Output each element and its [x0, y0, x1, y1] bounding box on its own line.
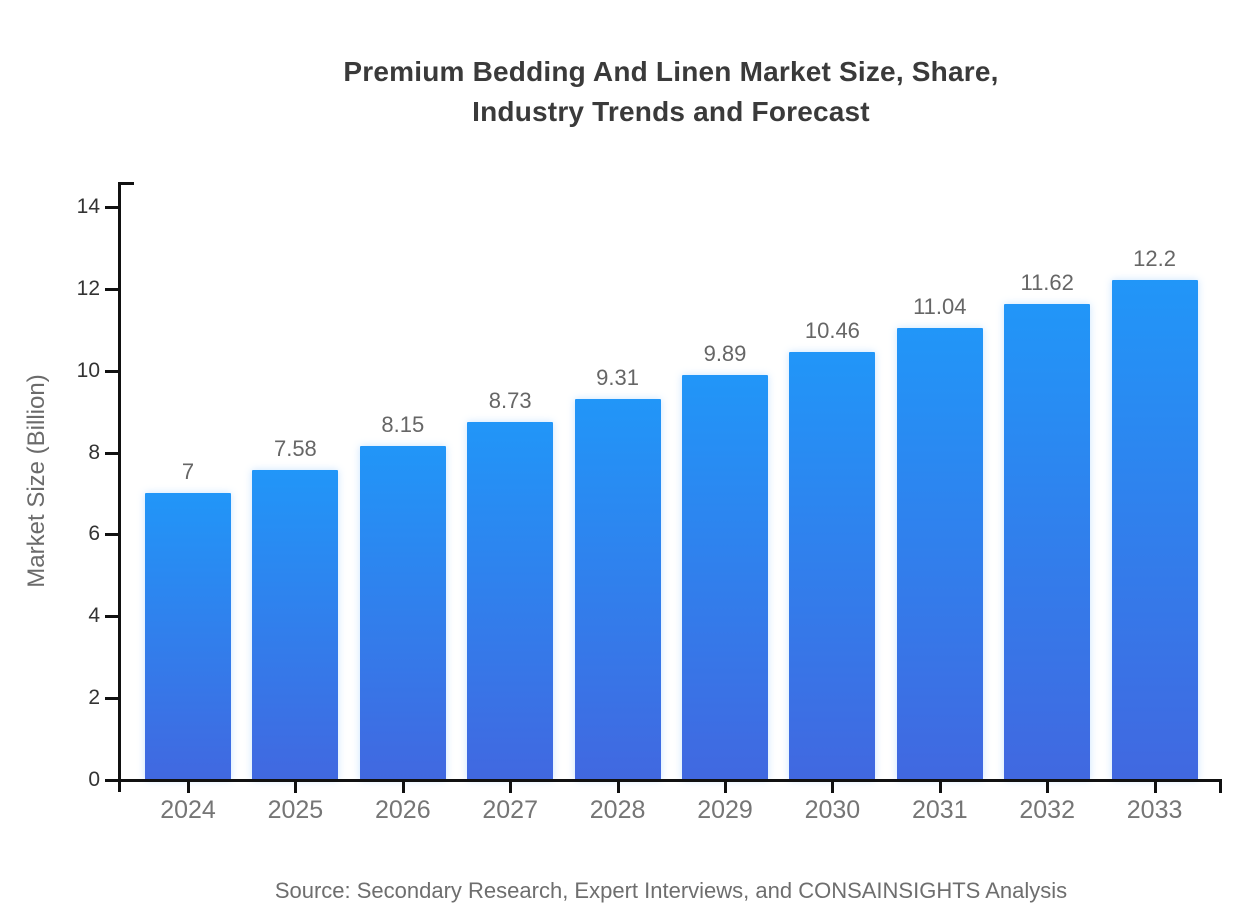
x-tick-label: 2029	[697, 796, 753, 824]
x-tick	[831, 780, 835, 793]
x-tick	[187, 780, 190, 793]
bar-value-label: 8.73	[488, 388, 532, 414]
y-tick	[105, 369, 118, 373]
bar-value-label: 10.46	[804, 317, 860, 343]
y-tick-label: 14	[76, 195, 100, 218]
y-axis-title: Market Size (Billion)	[23, 374, 50, 588]
bar-value-label: 11.04	[913, 293, 967, 319]
x-tick	[724, 780, 727, 793]
x-tick	[616, 780, 620, 793]
bar	[896, 327, 983, 780]
x-axis-line	[118, 779, 1222, 782]
x-tick	[1046, 780, 1050, 793]
y-tick-label: 10	[76, 358, 100, 382]
bar	[574, 398, 661, 780]
x-tick-label: 2031	[911, 796, 968, 824]
y-tick	[105, 697, 118, 701]
bar-value-label: 8.15	[381, 412, 425, 438]
bar	[682, 374, 768, 780]
x-tick	[1153, 780, 1157, 793]
y-tick	[105, 206, 118, 209]
x-tick-label: 2032	[1019, 796, 1075, 824]
x-tick-label: 2033	[1126, 796, 1183, 824]
y-tick	[105, 287, 118, 291]
bar-value-label: 9.31	[596, 364, 639, 390]
x-tick	[294, 780, 298, 793]
y-axis-top-cap	[118, 182, 134, 185]
bar-value-label: 7.58	[273, 435, 317, 461]
bar	[467, 422, 554, 780]
bar	[145, 493, 231, 780]
x-tick-label: 2024	[160, 796, 216, 824]
x-tick-label: 2025	[267, 796, 324, 824]
y-tick-label: 12	[76, 276, 100, 300]
x-tick-label: 2030	[804, 796, 861, 824]
bar	[252, 469, 339, 780]
x-tick	[938, 780, 942, 793]
chart-title-line-1: Premium Bedding And Linen Market Size, S…	[343, 56, 999, 87]
bar	[1111, 280, 1198, 780]
y-tick-label: 0	[88, 768, 100, 791]
y-tick-label: 8	[88, 440, 100, 464]
y-axis-line	[118, 182, 121, 792]
x-tick	[509, 780, 513, 793]
bar-value-label: 9.89	[703, 340, 747, 366]
x-axis-right-cap	[1219, 779, 1222, 793]
bar-value-label: 12.2	[1133, 246, 1176, 272]
source-note: Source: Secondary Research, Expert Inter…	[274, 878, 1068, 903]
bar-value-label: 11.62	[1020, 270, 1074, 296]
bar	[359, 446, 446, 780]
x-tick-label: 2027	[482, 796, 538, 824]
y-tick	[105, 533, 118, 537]
y-tick-label: 6	[88, 522, 100, 546]
y-tick-label: 4	[88, 604, 100, 628]
y-tick	[105, 779, 118, 782]
chart-title-line-2: Industry Trends and Forecast	[472, 96, 870, 127]
x-tick	[401, 780, 405, 793]
bar	[1004, 304, 1091, 780]
y-tick-label: 2	[88, 686, 100, 710]
x-tick-label: 2028	[589, 796, 646, 824]
bar-value-label: 7	[181, 459, 195, 485]
bar	[789, 351, 876, 780]
y-tick	[105, 615, 118, 619]
x-tick-label: 2026	[374, 796, 431, 824]
chart-title: Premium Bedding And Linen Market Size, S…	[120, 52, 1222, 132]
y-tick	[105, 451, 118, 455]
